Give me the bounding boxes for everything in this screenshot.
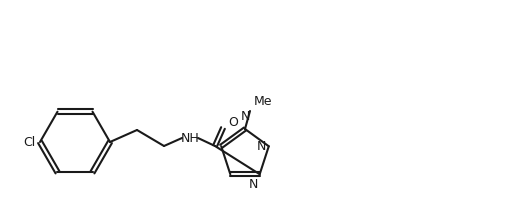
Text: Me: Me: [254, 95, 272, 108]
Text: NH: NH: [181, 132, 200, 145]
Text: N: N: [240, 110, 250, 123]
Text: O: O: [228, 117, 238, 130]
Text: N: N: [248, 178, 258, 191]
Text: Cl: Cl: [23, 135, 35, 148]
Text: N: N: [256, 140, 266, 153]
